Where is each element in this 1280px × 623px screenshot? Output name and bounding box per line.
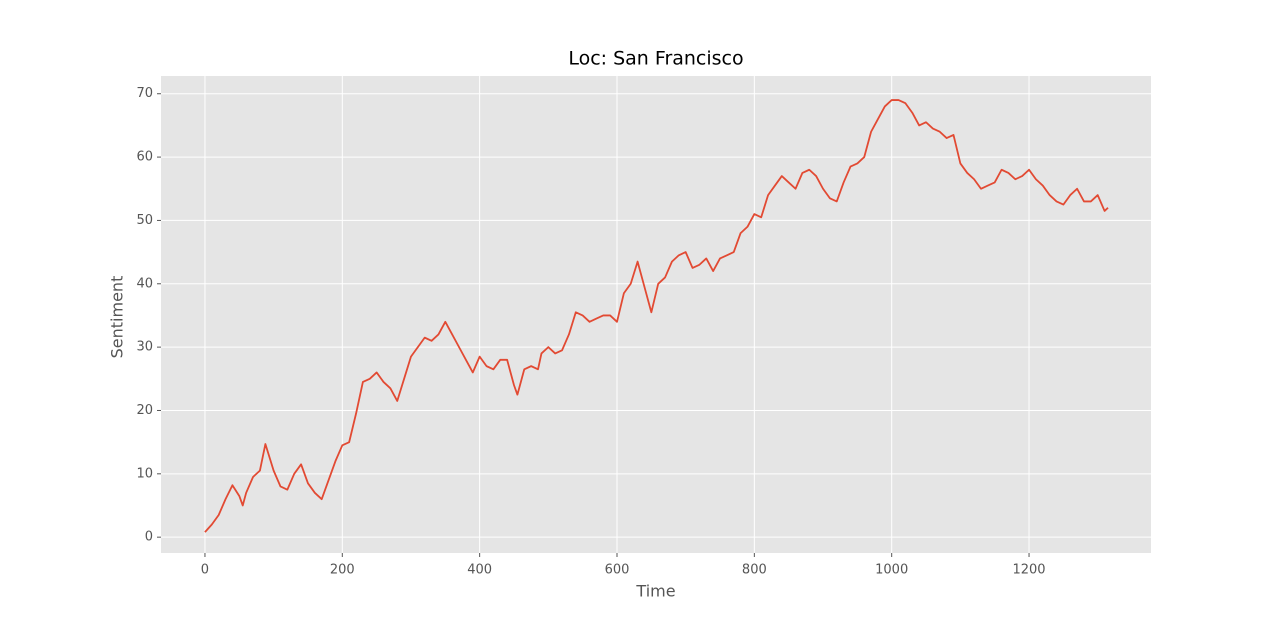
x-tick-label: 0 [201, 563, 209, 578]
y-tick-label: 70 [136, 86, 153, 101]
y-tick-label: 50 [136, 213, 153, 228]
x-tick-label: 200 [330, 563, 355, 578]
data-line [204, 99, 1109, 533]
y-tick-label: 30 [136, 340, 153, 355]
x-tick-label: 800 [742, 563, 767, 578]
y-axis-label: Sentiment [108, 276, 127, 359]
y-tick-label: 0 [145, 530, 153, 545]
y-tick-label: 10 [136, 466, 153, 481]
chart-title: Loc: San Francisco [568, 48, 743, 70]
x-tick-label: 1200 [1012, 563, 1045, 578]
y-tick-label: 40 [136, 276, 153, 291]
x-tick-label: 600 [605, 563, 630, 578]
y-tick-label: 60 [136, 150, 153, 165]
x-tick-label: 1000 [875, 563, 908, 578]
plot-area [161, 76, 1151, 553]
x-axis-label: Time [635, 582, 675, 601]
x-tick-label: 400 [467, 563, 492, 578]
y-tick-label: 20 [136, 403, 153, 418]
